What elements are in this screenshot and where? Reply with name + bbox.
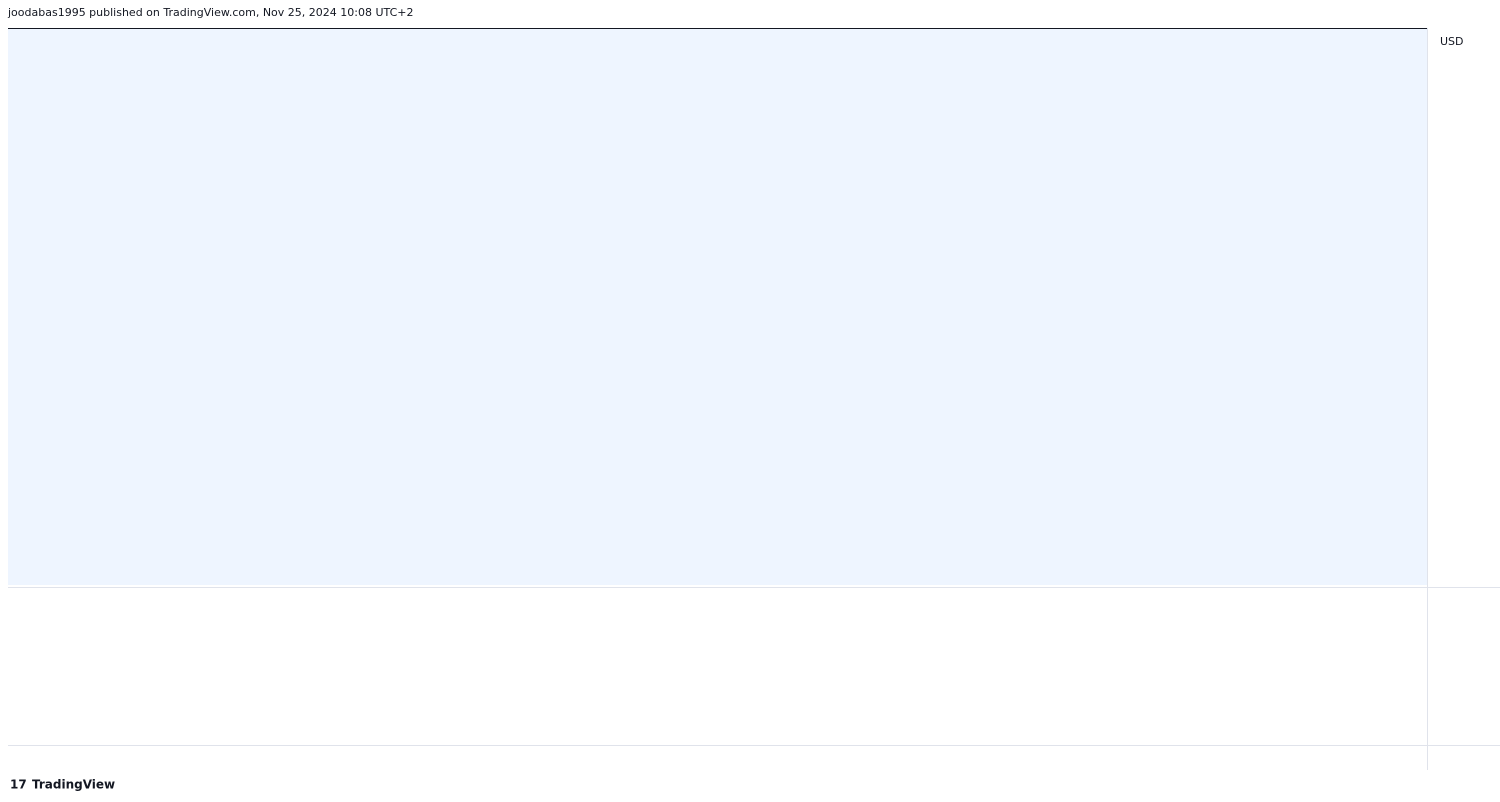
brand: TradingView — [32, 778, 115, 792]
rsi-pane — [8, 590, 1427, 745]
price-pane — [8, 28, 1427, 585]
brand-logo: 17 — [10, 778, 27, 792]
currency-label: USD — [1440, 35, 1464, 48]
byline: joodabas1995 published on TradingView.co… — [7, 6, 413, 19]
